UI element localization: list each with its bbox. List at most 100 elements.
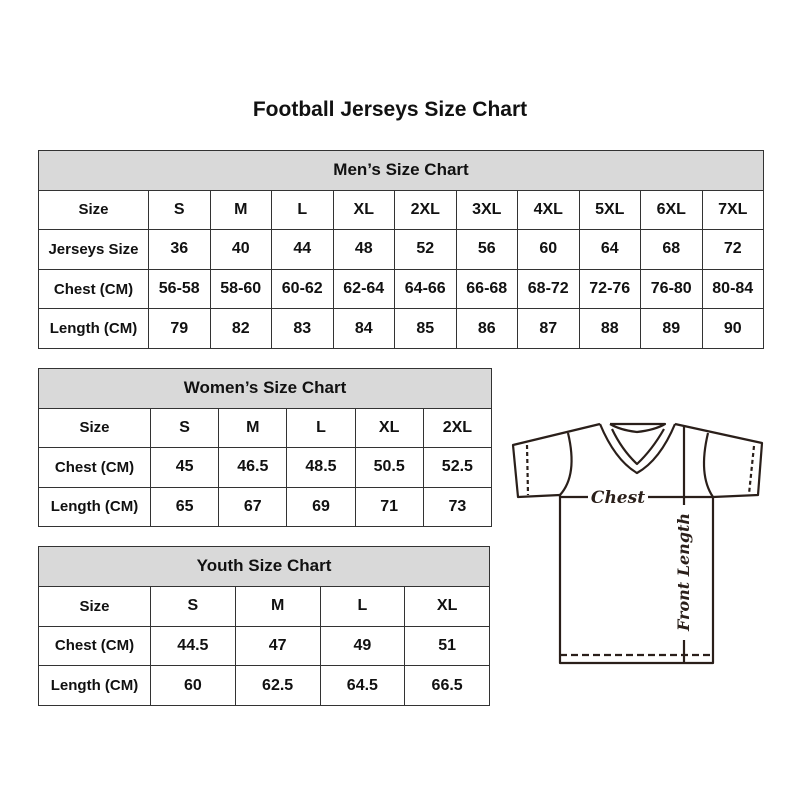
- jersey-outline: [511, 422, 764, 665]
- table-row: Jerseys Size 36 40 44 48 52 56 60 64 68 72: [38, 229, 764, 270]
- table-row: Length (CM) 65 67 69 71 73: [38, 486, 493, 527]
- table-cell: 86: [455, 308, 518, 349]
- table-cell: 5XL: [578, 189, 641, 231]
- row-label: Length (CM): [38, 486, 151, 527]
- table-cell: 71: [354, 486, 424, 527]
- chest-label: Chest: [591, 488, 645, 508]
- youth-size-table: Youth Size Chart Size S M L XL Chest (CM) 44.5 4…: [38, 546, 490, 707]
- table-cell: 44: [271, 229, 334, 270]
- table-cell: 64-66: [394, 268, 457, 310]
- table-cell: 48.5: [286, 447, 356, 488]
- table-cell: 72: [701, 229, 764, 270]
- sleeve-hem-right: [747, 445, 756, 495]
- table-cell: M: [209, 189, 272, 231]
- table-cell: 69: [286, 486, 356, 527]
- table-cell: XL: [404, 585, 490, 627]
- table-cell: 58-60: [209, 268, 272, 310]
- table-cell: 72-76: [578, 268, 641, 310]
- table-cell: 60: [150, 665, 236, 707]
- row-label: Length (CM): [38, 308, 149, 349]
- mens-size-table: Men’s Size Chart Size S M L XL 2XL 3XL 4XL 5XL 6XL…: [38, 150, 764, 349]
- sleeve-seam-right: [702, 432, 714, 498]
- row-label: Chest (CM): [38, 447, 151, 488]
- table-cell: 87: [517, 308, 580, 349]
- table-cell: 62-64: [332, 268, 395, 310]
- table-row: Size S M L XL 2XL: [38, 407, 493, 448]
- table-cell: S: [149, 407, 220, 448]
- jersey-diagram: Chest Front Length: [511, 422, 764, 665]
- table-cell: 60: [517, 229, 580, 270]
- women-table-heading: Women’s Size Chart: [38, 368, 492, 409]
- womens-size-table: Women’s Size Chart Size S M L XL 2XL Chest (CM)…: [38, 368, 493, 527]
- table-cell: 73: [422, 486, 493, 527]
- table-cell: 90: [701, 308, 764, 349]
- table-cell: 6XL: [640, 189, 703, 231]
- table-cell: 68: [640, 229, 703, 270]
- table-row: Chest (CM) 45 46.5 48.5 50.5 52.5: [38, 447, 493, 488]
- row-label: Chest (CM): [38, 268, 149, 310]
- table-cell: S: [148, 189, 211, 231]
- table-cell: 50.5: [354, 447, 424, 488]
- table-cell: 46.5: [218, 447, 288, 488]
- table-row: Size S M L XL 2XL 3XL 4XL 5XL 6XL 7XL: [38, 189, 764, 231]
- table-cell: 51: [404, 625, 490, 667]
- table-cell: 84: [332, 308, 395, 349]
- table-cell: 82: [209, 308, 272, 349]
- table-cell: 76-80: [640, 268, 703, 310]
- table-cell: 85: [394, 308, 457, 349]
- row-label: Size: [38, 407, 151, 448]
- table-cell: 52: [394, 229, 457, 270]
- table-cell: 65: [149, 486, 220, 527]
- table-cell: 40: [209, 229, 272, 270]
- table-cell: 79: [148, 308, 211, 349]
- men-table-heading: Men’s Size Chart: [38, 150, 764, 191]
- table-cell: 66.5: [404, 665, 490, 707]
- table-cell: 66-68: [455, 268, 518, 310]
- table-cell: 56: [455, 229, 518, 270]
- row-label: Size: [38, 189, 149, 231]
- table-cell: XL: [332, 189, 395, 231]
- table-cell: 52.5: [422, 447, 493, 488]
- table-cell: 89: [640, 308, 703, 349]
- table-cell: 49: [319, 625, 406, 667]
- table-cell: 2XL: [394, 189, 457, 231]
- youth-table-heading: Youth Size Chart: [38, 546, 490, 587]
- front-length-label: Front Length: [674, 513, 693, 632]
- table-row: Length (CM) 60 62.5 64.5 66.5: [38, 665, 490, 707]
- table-row: Size S M L XL: [38, 585, 490, 627]
- table-row: Length (CM) 79 82 83 84 85 86 87 88 89 90: [38, 308, 764, 349]
- table-cell: L: [319, 585, 406, 627]
- table-cell: 88: [578, 308, 641, 349]
- table-cell: 48: [332, 229, 395, 270]
- table-row: Chest (CM) 44.5 47 49 51: [38, 625, 490, 667]
- table-cell: 44.5: [150, 625, 236, 667]
- table-cell: 4XL: [517, 189, 580, 231]
- table-cell: M: [234, 585, 321, 627]
- collar-inner: [609, 422, 667, 466]
- table-cell: XL: [354, 407, 424, 448]
- row-label: Size: [38, 585, 151, 627]
- table-cell: 60-62: [271, 268, 334, 310]
- table-cell: 36: [148, 229, 211, 270]
- row-label: Length (CM): [38, 665, 151, 707]
- table-cell: 7XL: [701, 189, 764, 231]
- sleeve-hem-left: [525, 444, 530, 496]
- table-cell: 56-58: [148, 268, 211, 310]
- table-cell: 67: [218, 486, 288, 527]
- table-cell: 47: [234, 625, 321, 667]
- table-cell: 68-72: [517, 268, 580, 310]
- collar-outer: [598, 423, 677, 475]
- table-cell: S: [150, 585, 236, 627]
- row-label: Jerseys Size: [38, 229, 149, 270]
- table-cell: 83: [271, 308, 334, 349]
- table-cell: M: [218, 407, 288, 448]
- row-label: Chest (CM): [38, 625, 151, 667]
- table-cell: L: [286, 407, 356, 448]
- sleeve-seam-left: [559, 432, 573, 496]
- table-cell: L: [271, 189, 334, 231]
- page-title: Football Jerseys Size Chart: [252, 98, 528, 121]
- table-cell: 2XL: [422, 407, 493, 448]
- table-cell: 64: [578, 229, 641, 270]
- table-cell: 62.5: [234, 665, 321, 707]
- table-row: Chest (CM) 56-58 58-60 60-62 62-64 64-66 66-68…: [38, 268, 764, 310]
